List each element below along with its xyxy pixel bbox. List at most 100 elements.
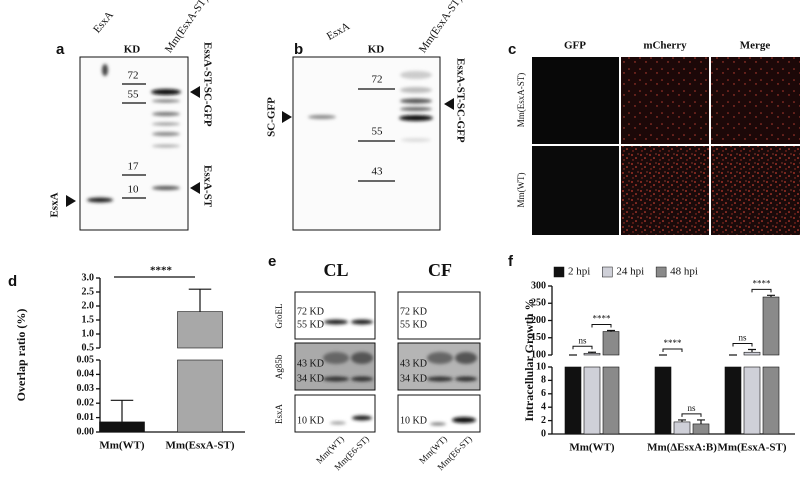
- y-tick-label: 100: [531, 349, 546, 360]
- blot-a: EsxA KD Mm(EsxA-ST) 72 55 17 10 EsxA-ST-…: [49, 0, 213, 231]
- arrow: [66, 195, 76, 207]
- x-tick-label: Mm(EsxA-ST): [717, 442, 786, 454]
- legend-swatch: [602, 266, 613, 278]
- microscopy-c: GFP mCherry Merge Mm(EsxA-ST) Mm(WT): [516, 40, 800, 235]
- marker-label: 43 KD: [297, 358, 324, 369]
- lane-label: Mm(EsxA-ST): [417, 0, 465, 55]
- blot-frame: [292, 56, 441, 231]
- bar: [743, 366, 761, 435]
- lane-label: KD: [368, 44, 385, 56]
- marker-label: 43: [372, 166, 384, 178]
- significance-bracket: [662, 348, 683, 352]
- blot-frame: [294, 342, 376, 391]
- significance-bracket: [572, 345, 593, 350]
- bar: [743, 351, 761, 356]
- significance-bracket: [681, 413, 702, 417]
- blot-frame: [397, 291, 481, 340]
- error-bar: [188, 288, 212, 312]
- blot-e: CL CF GroEL Ag85b EsxA 72 KD 55 KD 72 KD…: [274, 260, 481, 472]
- panel-label: c: [508, 41, 516, 58]
- band-annotation: EsxA-ST: [201, 165, 213, 208]
- y-tick-label: 2.5: [82, 286, 95, 297]
- bar: [724, 366, 742, 435]
- panel-label: a: [56, 41, 65, 58]
- significance-label: ns: [687, 403, 696, 413]
- bar: [762, 366, 780, 435]
- error-bar: [767, 294, 775, 298]
- bar: [692, 423, 710, 435]
- bar: [762, 296, 780, 356]
- y-tick-label: 2: [541, 415, 546, 426]
- marker-label: 72 KD: [297, 306, 324, 317]
- panel-label: b: [294, 41, 303, 58]
- error-bar: [588, 351, 596, 354]
- arrow: [282, 111, 292, 123]
- marker-label: 10 KD: [400, 415, 427, 426]
- legend-label: 48 hpi: [670, 266, 698, 278]
- bar: [654, 366, 672, 435]
- bar: [564, 366, 582, 435]
- y-tick-label: 0.5: [82, 342, 95, 353]
- x-tick-label: Mm(ΔEsxA:B): [647, 442, 717, 454]
- y-tick-label: 250: [531, 298, 546, 309]
- blot-frame: [79, 56, 189, 231]
- arrow: [190, 182, 200, 194]
- y-tick-label: 10: [536, 361, 546, 372]
- marker-label: 72: [372, 74, 383, 86]
- significance-label: ns: [578, 335, 587, 345]
- significance-label: ****: [664, 338, 683, 348]
- lane-label: EsxA: [91, 9, 116, 35]
- row-label: GroEL: [274, 304, 284, 329]
- row-label: Mm(WT): [516, 173, 526, 208]
- y-tick-label: 4: [541, 401, 546, 412]
- marker-label: 10: [128, 184, 140, 196]
- lane-label: EsxA: [325, 20, 352, 43]
- x-tick-label: Mm(WT): [569, 442, 615, 454]
- image-tile: [621, 146, 709, 235]
- legend-label: 2 hpi: [568, 266, 590, 278]
- y-tick-label: 1.5: [82, 314, 95, 325]
- significance-label: ns: [738, 333, 747, 343]
- legend-label: 24 hpi: [616, 266, 644, 278]
- legend-swatch: [553, 266, 565, 278]
- y-tick-label: 300: [531, 280, 546, 291]
- image-tile: [711, 57, 800, 144]
- y-tick-label: 1.0: [82, 328, 95, 339]
- marker-label: 10 KD: [297, 415, 324, 426]
- marker-label: 72: [128, 70, 139, 82]
- bands: [323, 319, 477, 426]
- y-tick-label: 6: [541, 388, 546, 399]
- x-tick-label: Mm(WT): [99, 440, 145, 452]
- panel-label: d: [8, 273, 17, 290]
- y-axis-label: Intracellular Growth %: [522, 299, 536, 422]
- y-tick-label: 0.04: [77, 369, 95, 380]
- y-tick-label: 200: [531, 315, 546, 326]
- band-annotation: EsxA-ST-SC-GFP: [454, 58, 466, 143]
- arrow: [444, 98, 454, 110]
- bands: [308, 71, 433, 142]
- x-tick-label: Mm(EsxA-ST): [165, 440, 234, 452]
- lane-label: KD: [124, 44, 141, 56]
- y-tick-label: 0.02: [77, 397, 95, 408]
- column-label: GFP: [564, 40, 586, 52]
- significance-bracket: [751, 288, 772, 293]
- error-bar: [607, 329, 615, 332]
- error-bar: [697, 419, 705, 424]
- marker-label: 43 KD: [400, 358, 427, 369]
- marker-label: 34 KD: [400, 373, 427, 384]
- band-annotation: EsxA-ST-SC-GFP: [201, 42, 213, 127]
- blot-frame: [294, 291, 376, 340]
- significance-label: ****: [150, 265, 173, 277]
- bands: [87, 64, 181, 203]
- marker-label: 55: [128, 89, 140, 101]
- image-tile: [621, 57, 709, 144]
- row-label: Ag85b: [274, 354, 284, 379]
- image-tile: [711, 146, 800, 235]
- blot-frame: [397, 342, 481, 391]
- y-tick-label: 0.03: [77, 383, 95, 394]
- bar: [602, 331, 620, 356]
- marker-label: 55: [372, 126, 384, 138]
- panel-label: e: [268, 253, 276, 270]
- error-bar: [110, 399, 134, 422]
